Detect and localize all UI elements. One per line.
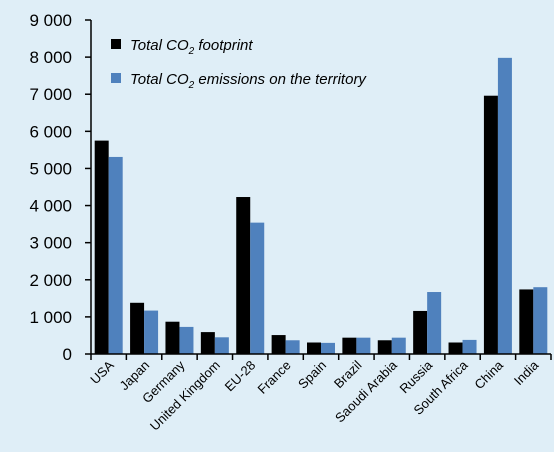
bar-territory-2 bbox=[179, 326, 194, 354]
y-tick-label-9: 9 000 bbox=[29, 11, 72, 30]
x-category-label-11: China bbox=[471, 357, 506, 392]
bar-footprint-9 bbox=[413, 310, 428, 354]
bar-footprint-3 bbox=[200, 332, 215, 354]
bar-territory-4 bbox=[250, 222, 265, 354]
bar-footprint-2 bbox=[165, 321, 180, 354]
legend-label-territory: Total CO2 emissions on the territory bbox=[130, 71, 367, 91]
bar-footprint-11 bbox=[483, 95, 498, 355]
bar-territory-11 bbox=[497, 57, 512, 354]
y-tick-label-5: 5 000 bbox=[29, 159, 72, 178]
legend-swatch-footprint bbox=[111, 39, 121, 49]
bar-footprint-12 bbox=[519, 289, 534, 354]
legend: Total CO2 footprint Total CO2 emissions o… bbox=[111, 37, 367, 91]
bar-footprint-0 bbox=[94, 140, 109, 354]
y-tick-label-1: 1 000 bbox=[29, 308, 72, 327]
legend-swatch-territory bbox=[111, 73, 121, 83]
bar-territory-1 bbox=[144, 310, 159, 354]
bar-territory-12 bbox=[533, 287, 548, 354]
x-category-label-8: Saoudi Arabia bbox=[332, 357, 400, 425]
y-tick-label-0: 0 bbox=[63, 345, 72, 364]
bar-territory-5 bbox=[285, 340, 300, 354]
bar-territory-9 bbox=[427, 292, 442, 354]
bar-territory-8 bbox=[391, 337, 406, 354]
bar-footprint-5 bbox=[271, 335, 286, 354]
bar-territory-10 bbox=[462, 339, 477, 354]
bar-territory-0 bbox=[108, 156, 123, 354]
x-category-label-5: France bbox=[255, 358, 294, 397]
bar-footprint-7 bbox=[342, 337, 357, 354]
y-axis: 0 1 000 2 000 3 000 4 000 5 000 6 000 7 000 8 00… bbox=[29, 11, 92, 364]
bar-footprint-10 bbox=[448, 342, 463, 354]
y-tick-label-6: 6 000 bbox=[29, 122, 72, 141]
bar-territory-6 bbox=[321, 342, 335, 354]
bar-footprint-1 bbox=[130, 302, 145, 354]
y-tick-label-7: 7 000 bbox=[29, 85, 72, 104]
bar-territory-3 bbox=[214, 337, 229, 354]
y-tick-label-4: 4 000 bbox=[29, 197, 72, 216]
bar-footprint-6 bbox=[307, 342, 321, 354]
legend-label-footprint: Total CO2 footprint bbox=[130, 37, 253, 57]
y-tick-label-3: 3 000 bbox=[29, 234, 72, 253]
y-tick-label-2: 2 000 bbox=[29, 271, 72, 290]
x-category-label-6: Spain bbox=[295, 358, 329, 392]
bar-footprint-8 bbox=[377, 340, 392, 354]
x-category-label-4: EU-28 bbox=[222, 358, 259, 395]
bar-territory-7 bbox=[356, 337, 371, 354]
x-category-label-0: USA bbox=[87, 357, 117, 387]
plot-area bbox=[94, 57, 548, 355]
y-tick-label-8: 8 000 bbox=[29, 48, 72, 67]
x-category-label-12: India bbox=[511, 357, 542, 388]
bar-footprint-4 bbox=[236, 197, 251, 354]
